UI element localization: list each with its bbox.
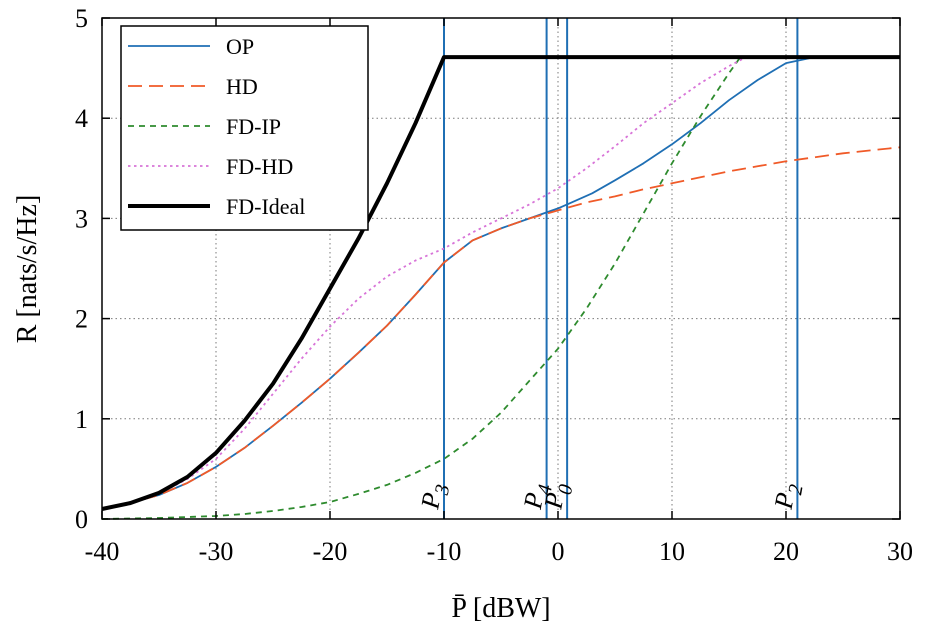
y-axis: 0 1 2 3 4 5 [75,4,900,534]
x-tick-label: 0 [552,537,565,566]
series-fd-ideal-line [101,55,900,511]
series-fd-hd-line [101,56,900,510]
legend: OP HD FD-IP FD-HD FD-Ideal [120,25,369,231]
series-layer [101,55,901,520]
legend-label-fd-ip: FD-IP [226,114,281,139]
svg-text:P0: P0 [538,481,577,514]
y-tick-label: 4 [75,104,88,133]
y-tick-label: 5 [75,4,88,33]
marker-label-p0: P0 [538,481,577,514]
y-tick-label: 1 [75,405,88,434]
x-tick-label: 30 [887,537,913,566]
x-axis-title: P̄ [dBW] [451,593,550,624]
series-fd-ip-line [101,56,900,520]
y-tick-label: 0 [75,505,88,534]
x-tick-label: 20 [773,537,799,566]
plot-frame [101,17,901,520]
legend-box [120,25,369,231]
x-tick-label: -20 [313,537,348,566]
y-tick-label: 2 [75,305,88,334]
marker-label-p4: P4 [518,481,557,514]
svg-text:P2: P2 [769,481,808,514]
x-tick-label: -30 [199,537,234,566]
y-axis-title: R [nats/s/Hz] [12,195,43,344]
legend-label-op: OP [226,34,254,59]
legend-label-hd: HD [226,74,258,99]
legend-label-fd-ideal: FD-Ideal [226,194,305,219]
x-tick-label: -10 [427,537,462,566]
x-tick-label: 10 [659,537,685,566]
legend-label-fd-hd: FD-HD [226,154,293,179]
plot-border [101,17,901,520]
svg-text:P4: P4 [518,481,557,514]
marker-label-p3: P3 [415,481,454,514]
series-hd-line [101,146,901,510]
y-tick-label: 3 [75,204,88,233]
vertical-markers [443,18,799,519]
marker-label-p2: P2 [769,481,808,514]
x-axis: -40 -30 -20 -10 0 10 20 30 [85,18,913,566]
svg-text:P3: P3 [415,481,454,514]
x-tick-label: -40 [85,537,120,566]
